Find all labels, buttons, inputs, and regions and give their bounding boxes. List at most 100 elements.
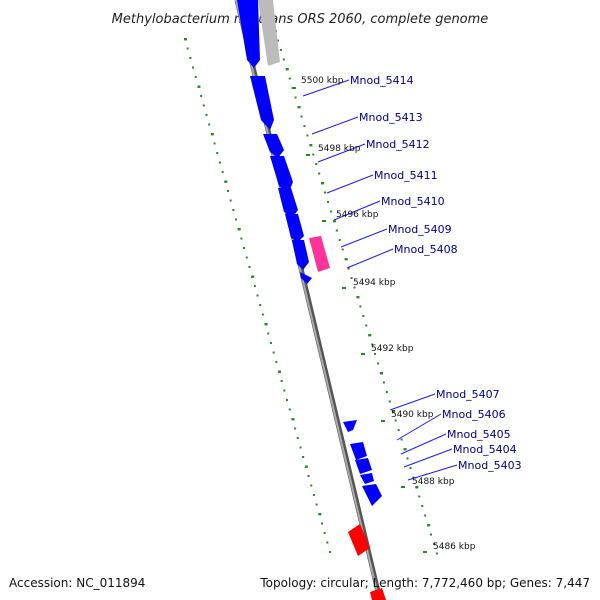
tick-mark [374,353,377,355]
tick-mark [237,228,241,231]
tick-mark [226,190,229,192]
tick-mark [412,476,415,479]
gene-arrow[interactable] [348,524,370,556]
scale-tick [292,87,296,89]
tick-mark [315,503,318,506]
gene-callout-line [346,248,394,269]
tick-mark [200,95,203,97]
gene-callout-line [340,228,388,248]
gene-arrow[interactable] [292,240,309,270]
gene-arrow[interactable] [250,76,274,130]
tick-mark [294,96,297,99]
tick-mark [312,494,315,496]
gene-callout-line [333,200,381,221]
gene-arrow[interactable] [360,473,374,484]
scale-tick [401,486,405,488]
gene-label[interactable]: Mnod_5409 [388,223,452,236]
gene-callout-line [317,143,366,163]
tick-mark [388,400,391,403]
gene-label[interactable]: Mnod_5413 [359,111,423,124]
tick-mark [347,267,350,270]
gene-label[interactable]: Mnod_5412 [366,138,430,151]
tick-mark [275,361,278,363]
gene-label[interactable]: Mnod_5407 [436,388,500,401]
tick-mark [324,191,327,194]
gene-arrow[interactable] [355,458,372,474]
gene-arrow[interactable] [370,588,386,600]
tick-mark [288,408,291,411]
gene-arrow[interactable] [278,188,298,218]
tick-mark [243,247,246,249]
tick-mark [286,399,289,401]
gene-arrow[interactable] [309,236,330,272]
tick-mark [338,239,341,241]
scale-label: 5496 kbp [336,210,379,220]
scale-label: 5492 kbp [371,344,414,354]
tick-mark [432,543,435,545]
scale-tick [322,220,326,222]
tick-mark [235,218,238,221]
gene-label[interactable]: Mnod_5410 [381,195,445,208]
gene-label[interactable]: Mnod_5404 [453,443,517,456]
gene-arrow[interactable] [263,134,284,158]
scale-label: 5490 kbp [391,410,434,420]
tick-mark [282,58,285,61]
gene-track [237,0,386,600]
tick-mark [267,332,270,335]
tick-mark [194,76,197,78]
tick-mark [312,153,315,156]
tick-mark [371,343,374,346]
tick-mark [232,209,235,211]
tick-mark [261,313,264,316]
tick-mark [269,342,272,344]
tick-mark [409,467,412,469]
gene-arrow[interactable] [270,156,293,194]
tick-mark [335,229,338,232]
tick-mark [394,419,397,422]
tick-mark [385,391,388,393]
gene-arrow[interactable] [258,0,280,66]
gene-callout-line [396,413,442,441]
tick-mark [391,410,395,413]
gene-callout-line [311,116,359,135]
tick-mark [329,551,332,553]
tick-mark [256,294,259,297]
tick-mark [362,315,365,317]
tick-mark [216,152,219,154]
gene-arrow[interactable] [350,442,367,460]
gene-arrow[interactable] [237,0,260,68]
outer-tick-track [184,38,332,553]
scale-labels: 5500 kbp 5498 kbp 5496 kbp 5494 kbp 5492 kbp… [292,76,476,553]
tick-mark [307,475,310,477]
tick-mark [304,465,308,468]
gene-arrow[interactable] [362,484,382,506]
gene-label[interactable]: Mnod_5406 [442,408,506,421]
gene-callout-line [407,464,458,481]
tick-mark [344,258,348,261]
tick-mark [291,418,295,421]
tick-mark [318,172,321,175]
gene-label[interactable]: Mnod_5414 [350,74,414,87]
tick-mark [368,334,372,337]
tick-mark [240,237,243,240]
tick-mark [303,125,306,127]
gene-label[interactable]: Mnod_5408 [394,243,458,256]
tick-mark [377,362,380,365]
gene-label[interactable]: Mnod_5405 [447,428,511,441]
scale-label: 5488 kbp [412,477,455,487]
tick-mark [197,85,201,88]
tick-mark [205,114,208,116]
gene-arrow[interactable] [285,214,304,242]
gene-label[interactable]: Mnod_5411 [374,169,438,182]
tick-mark [277,370,281,373]
tick-mark [253,285,256,287]
tick-mark [430,533,433,536]
scale-tick [361,353,365,355]
tick-mark [332,220,336,223]
tick-mark [403,448,407,451]
tick-mark [309,144,313,147]
gene-label[interactable]: Mnod_5403 [458,459,522,472]
scale-label: 5498 kbp [318,144,361,154]
gene-arrow[interactable] [300,272,312,284]
gene-arrow[interactable] [343,420,357,432]
